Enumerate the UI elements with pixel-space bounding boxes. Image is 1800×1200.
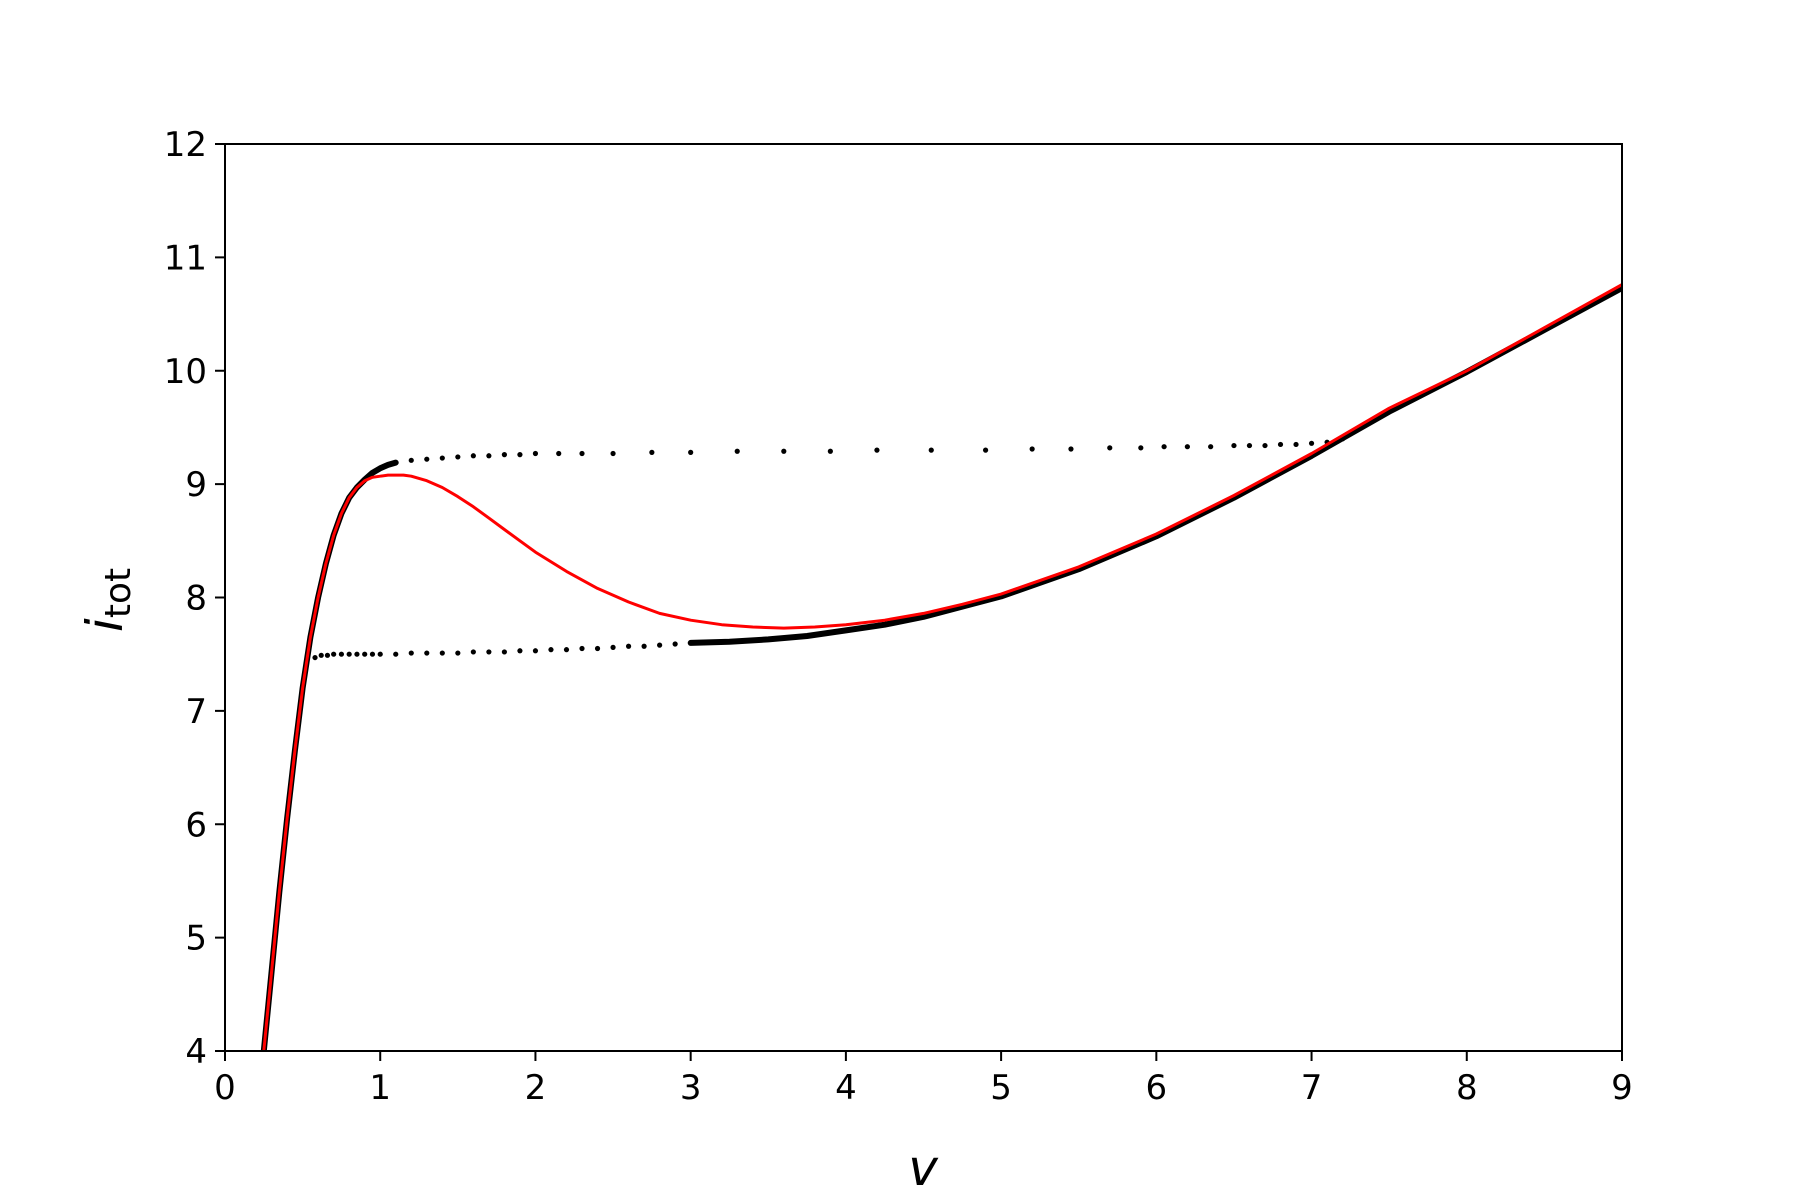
data-point xyxy=(362,651,368,657)
y-tick-label: 6 xyxy=(185,805,207,845)
model-curve xyxy=(262,283,1622,1051)
y-axis-label-main: i xyxy=(76,618,134,632)
data-point xyxy=(781,448,787,454)
data-point xyxy=(439,455,445,461)
x-tick-label: 7 xyxy=(1301,1068,1323,1108)
x-tick-label: 5 xyxy=(990,1068,1012,1108)
y-tick-label: 9 xyxy=(185,465,207,505)
x-tick-label: 0 xyxy=(214,1068,236,1108)
data-point xyxy=(377,651,383,657)
x-tick-label: 1 xyxy=(369,1068,391,1108)
data-point xyxy=(501,452,507,458)
data-point xyxy=(408,650,414,656)
data-point xyxy=(1246,442,1253,449)
data-point xyxy=(318,652,324,658)
data-point xyxy=(470,649,476,655)
data-point xyxy=(1029,446,1035,452)
x-tick-label: 8 xyxy=(1456,1068,1478,1108)
data-point xyxy=(874,447,880,453)
data-point xyxy=(594,645,601,652)
data-point xyxy=(501,649,507,655)
plot-area xyxy=(260,283,1622,1051)
y-tick-label: 4 xyxy=(185,1032,207,1072)
data-point xyxy=(1161,444,1167,450)
data-point xyxy=(346,651,352,657)
data-point xyxy=(1293,441,1299,448)
y-tick-label: 12 xyxy=(164,125,207,165)
data-point xyxy=(1068,446,1074,452)
data-point xyxy=(424,650,430,656)
data-point xyxy=(672,641,678,647)
data-point xyxy=(369,651,376,657)
data-point xyxy=(688,449,694,455)
data-point xyxy=(657,642,663,648)
data-point xyxy=(563,647,570,653)
data-point xyxy=(1277,441,1284,448)
plot-frame xyxy=(224,143,1623,1052)
data-point xyxy=(982,447,989,453)
data-point xyxy=(610,644,616,650)
data-point xyxy=(331,651,337,657)
data-point xyxy=(625,643,632,649)
x-tick-label: 4 xyxy=(835,1068,857,1108)
data-point xyxy=(455,650,461,656)
data-point xyxy=(439,650,445,656)
data-point xyxy=(1138,445,1144,451)
data-point xyxy=(579,450,585,457)
y-tick-label: 5 xyxy=(185,919,207,959)
data-point xyxy=(312,654,318,661)
data-point xyxy=(517,452,523,458)
data-point xyxy=(470,453,476,459)
data-point xyxy=(649,449,655,455)
data-point xyxy=(827,448,833,454)
data-point xyxy=(338,651,345,657)
x-axis-label: v xyxy=(908,1139,939,1197)
data-point xyxy=(532,450,539,457)
y-axis-label: itot xyxy=(76,568,139,632)
data-point xyxy=(486,453,492,459)
data-point xyxy=(734,448,740,454)
y-tick-label: 8 xyxy=(185,579,207,619)
data-point xyxy=(486,649,492,655)
data-point xyxy=(1308,440,1315,446)
data-point xyxy=(393,459,399,466)
y-tick-label: 10 xyxy=(164,352,207,392)
data-point xyxy=(1184,444,1190,450)
data-point xyxy=(1208,444,1214,450)
data-point xyxy=(455,454,461,460)
data-point xyxy=(324,652,331,658)
y-axis-label-subscript: tot xyxy=(98,568,139,618)
data-point xyxy=(688,640,694,646)
simulation-curve xyxy=(687,285,1622,646)
data-point xyxy=(393,651,399,657)
data-point xyxy=(354,651,360,657)
y-tick-label: 11 xyxy=(164,238,207,278)
data-point xyxy=(532,648,539,654)
x-tick-label: 9 xyxy=(1611,1068,1633,1108)
data-point xyxy=(556,450,562,457)
data-point xyxy=(424,456,430,462)
data-point xyxy=(517,648,523,654)
data-point xyxy=(548,647,554,653)
data-point xyxy=(1231,442,1237,449)
x-tick-label: 2 xyxy=(525,1068,547,1108)
data-point xyxy=(579,645,585,652)
y-tick-label: 7 xyxy=(185,692,207,732)
data-point xyxy=(641,643,647,649)
x-tick-label: 6 xyxy=(1146,1068,1168,1108)
data-point xyxy=(928,447,934,453)
data-point xyxy=(408,457,414,463)
data-point xyxy=(610,450,616,457)
data-point xyxy=(1107,445,1113,451)
x-tick-label: 3 xyxy=(680,1068,702,1108)
data-point xyxy=(1262,442,1268,449)
